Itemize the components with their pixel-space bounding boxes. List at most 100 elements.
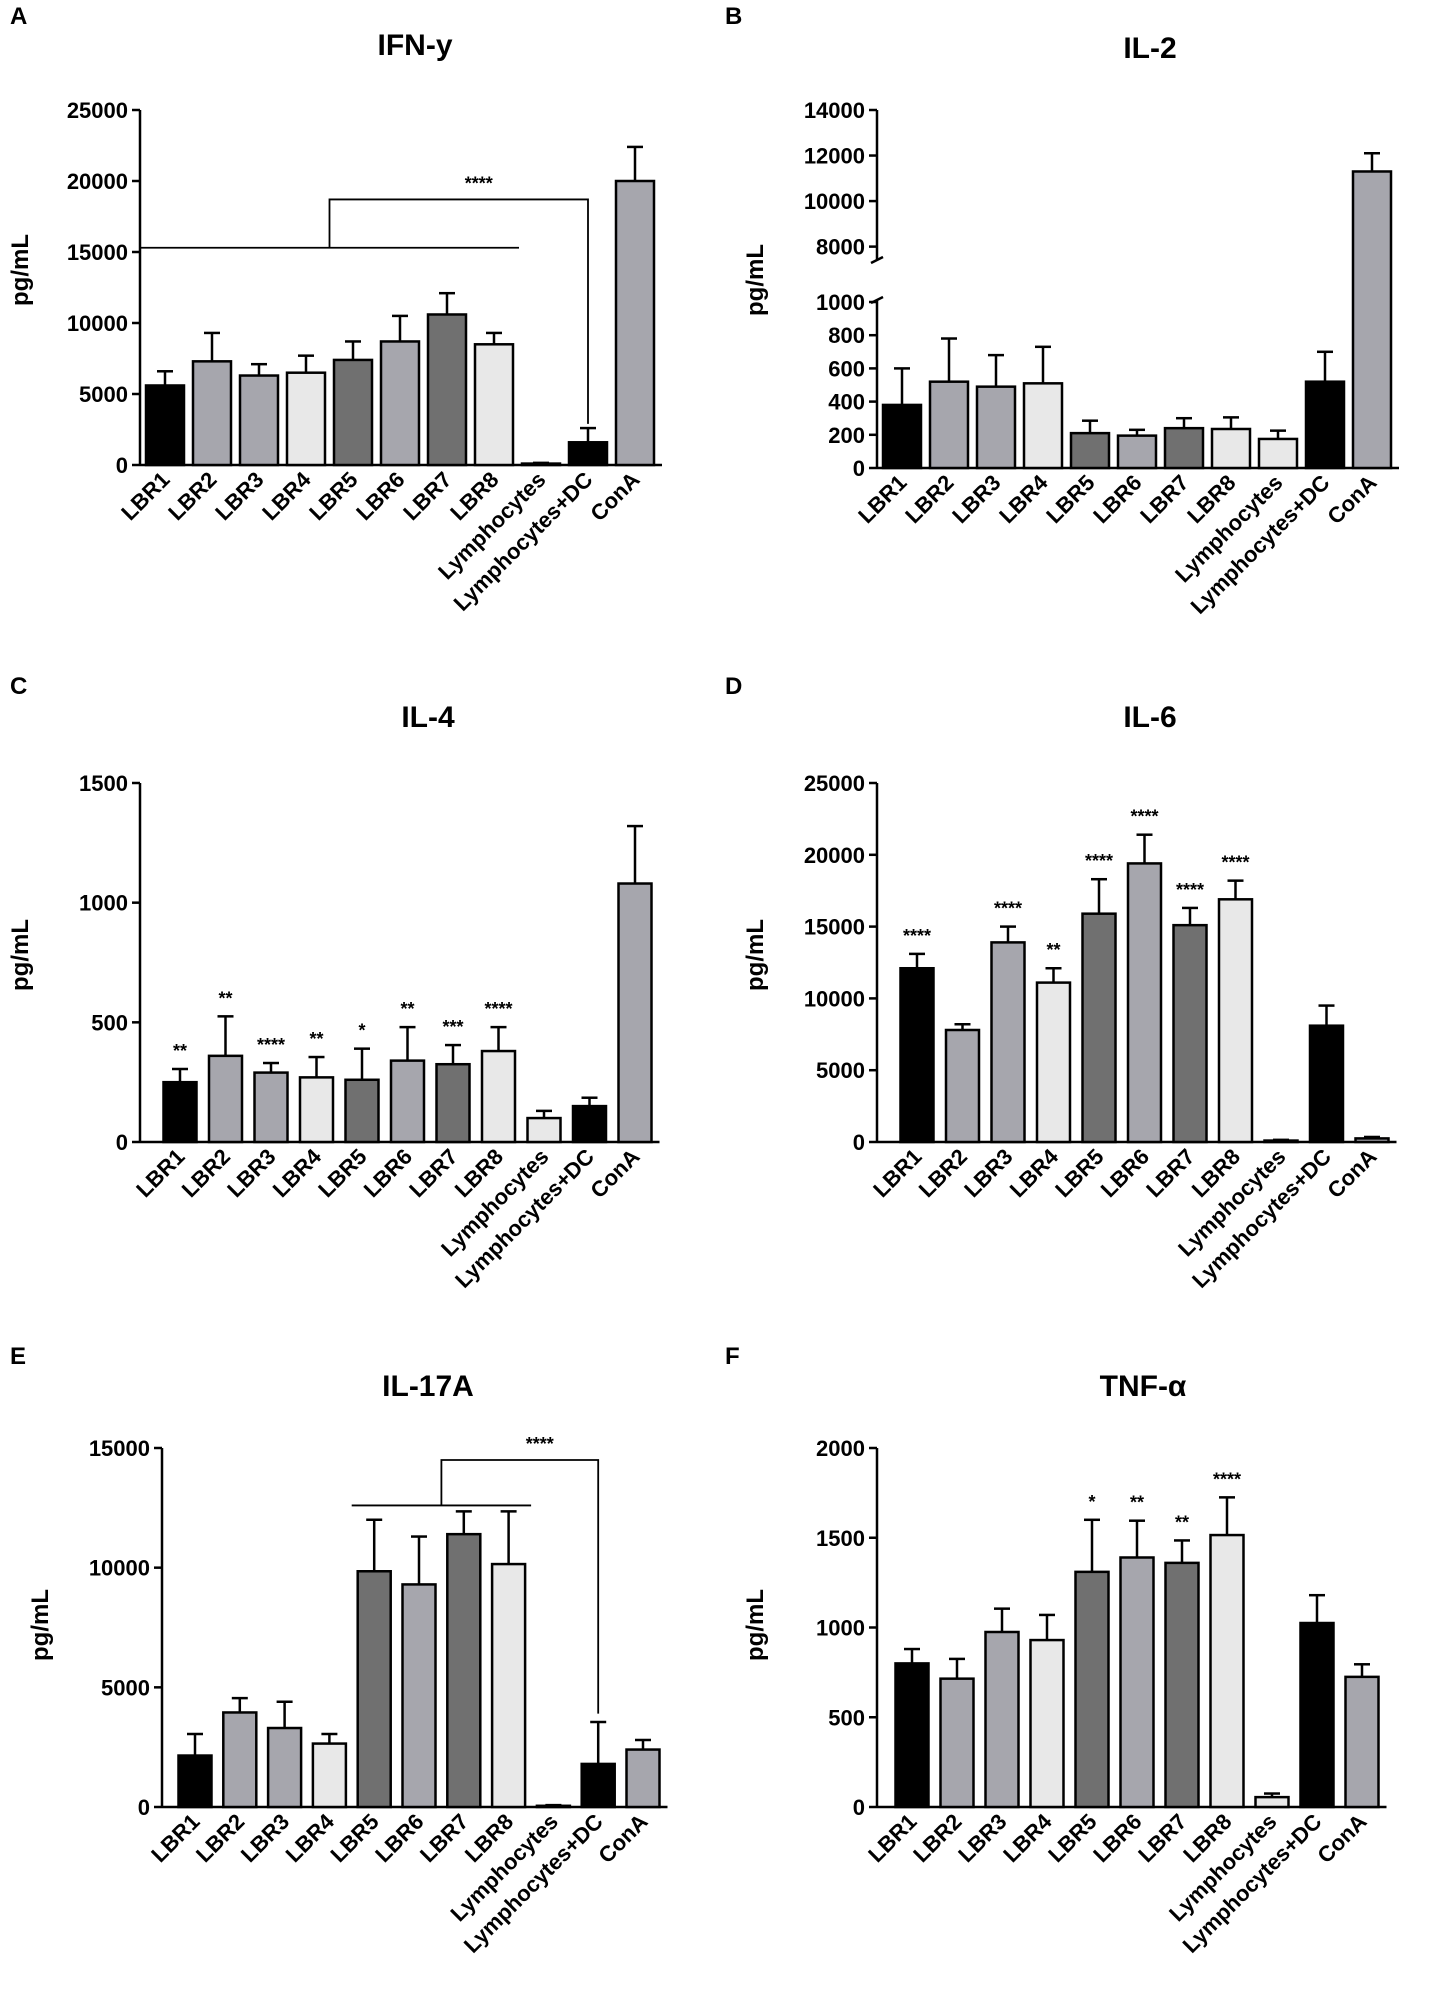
bar	[1217, 898, 1254, 1144]
bar	[881, 403, 923, 470]
significance-marker: **	[309, 1029, 323, 1049]
error-bar	[1227, 879, 1244, 900]
bar	[1074, 1570, 1110, 1809]
error-bar	[994, 1607, 1010, 1632]
bar	[580, 1762, 616, 1809]
bar	[446, 1532, 482, 1809]
y-tick-label: 1500	[79, 771, 128, 796]
significance-marker: ***	[442, 1017, 463, 1037]
error-bar	[157, 370, 173, 386]
x-category-label: LBR5	[313, 1144, 371, 1202]
error-bar	[1264, 1792, 1280, 1798]
y-tick-label: 20000	[804, 843, 865, 868]
bar	[617, 882, 653, 1144]
error-bar	[1182, 906, 1198, 926]
bar	[899, 966, 935, 1144]
error-bar	[941, 337, 957, 382]
y-tick-label: 0	[853, 1795, 865, 1820]
y-tick-label: 0	[853, 456, 865, 481]
error-bar	[1129, 428, 1145, 436]
error-bar	[217, 1015, 234, 1056]
bar	[285, 371, 327, 467]
x-category-label: LBR2	[177, 1144, 235, 1202]
panel-label: A	[10, 3, 27, 30]
x-category-label: LBR7	[1135, 470, 1193, 528]
bar	[1029, 1638, 1065, 1809]
y-tick-label: 0	[853, 1130, 865, 1155]
chart-title: IL-4	[401, 701, 455, 734]
y-tick-label: 12000	[804, 144, 865, 169]
y-tick-label: 1500	[816, 1526, 865, 1551]
y-tick-label: 2000	[816, 1436, 865, 1461]
bar	[222, 1711, 258, 1809]
x-category-label: LBR5	[1050, 1144, 1108, 1202]
bar	[975, 385, 1017, 470]
x-category-label: LBR2	[191, 1809, 249, 1867]
error-bar	[580, 426, 596, 443]
chart-title: IL-17A	[382, 1370, 474, 1403]
y-tick-label: 0	[116, 453, 128, 478]
x-category-label: LBR3	[947, 470, 1005, 528]
y-axis-label: pg/mL	[742, 919, 769, 991]
x-category-label: LBR4	[994, 469, 1053, 528]
y-tick-label: 0	[138, 1795, 150, 1820]
bar	[379, 340, 421, 467]
error-bar	[1270, 429, 1286, 439]
error-bar	[627, 145, 643, 181]
error-bar	[894, 367, 910, 405]
significance-marker: ****	[903, 926, 931, 946]
error-bar	[1364, 1135, 1380, 1139]
bar	[1351, 170, 1393, 470]
significance-marker: **	[400, 999, 414, 1019]
error-bar	[581, 1096, 598, 1107]
x-category-label: LBR7	[404, 1144, 462, 1202]
error-bar	[635, 1738, 651, 1750]
y-tick-label: 5000	[79, 382, 128, 407]
y-tick-label: 500	[828, 1705, 865, 1730]
y-axis-label: pg/mL	[742, 1589, 769, 1661]
bar	[162, 1080, 198, 1144]
y-tick-label: 800	[828, 323, 865, 348]
significance-marker: ****	[1176, 880, 1204, 900]
chart-title: IL-6	[1123, 701, 1176, 734]
error-bar	[1000, 925, 1016, 943]
y-tick-label: 25000	[67, 98, 128, 123]
bar	[1035, 981, 1072, 1144]
bar	[1081, 912, 1117, 1144]
axis-break-mark	[870, 255, 884, 265]
bar	[1344, 1675, 1380, 1809]
panel-a-ifn-gamma: A IFN-y pg/mL 0 5000 10000 15000 20000 25000 LBR1…	[0, 0, 715, 670]
bar	[298, 1076, 335, 1144]
y-tick-label: 8000	[816, 235, 865, 260]
x-category-label: LBR3	[953, 1809, 1011, 1867]
chart-svg: B IL-2 pg/mL 0 200 400 600 800 1000 8000 10000 1200…	[725, 3, 1399, 619]
x-category-label: LBR4	[998, 1808, 1057, 1867]
x-category-label: LBR1	[131, 1144, 189, 1202]
y-tick-label: 14000	[804, 98, 865, 123]
y-axis-label: pg/mL	[742, 244, 769, 316]
x-category-label: ConA	[585, 1144, 644, 1203]
bar	[614, 179, 656, 467]
bar	[625, 1748, 661, 1809]
panel-label: B	[725, 3, 742, 30]
significance-marker: **	[1046, 940, 1060, 960]
y-axis-label: pg/mL	[7, 234, 34, 306]
significance-marker: ****	[994, 899, 1022, 919]
x-category-label: LBR2	[900, 470, 958, 528]
y-tick-label: 15000	[804, 915, 865, 940]
y-tick-label: 10000	[804, 189, 865, 214]
bar	[939, 1677, 975, 1809]
y-tick-label: 1000	[816, 290, 865, 315]
x-category-label: LBR3	[222, 1144, 280, 1202]
x-category-label: LBR5	[304, 467, 362, 525]
panel-label: C	[10, 673, 27, 700]
bar	[144, 384, 186, 467]
x-category-label: LBR6	[359, 1144, 417, 1202]
error-bar	[954, 1022, 971, 1030]
bar	[426, 313, 468, 467]
error-bar	[1318, 1004, 1335, 1026]
significance-marker: ****	[484, 999, 512, 1019]
error-bar	[1176, 416, 1192, 429]
bar	[1022, 382, 1064, 470]
